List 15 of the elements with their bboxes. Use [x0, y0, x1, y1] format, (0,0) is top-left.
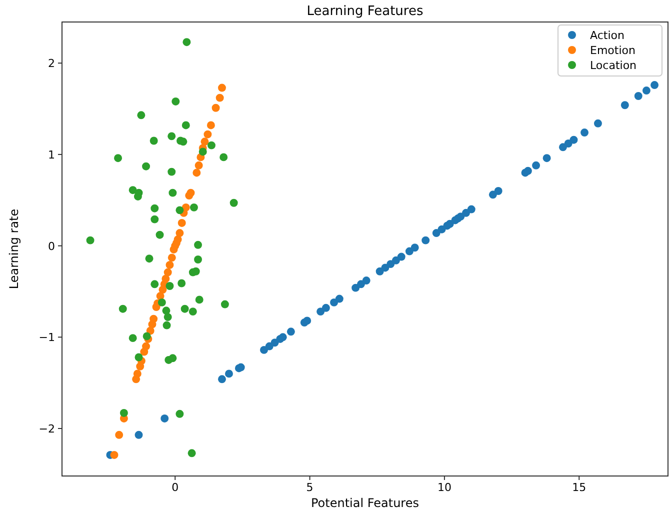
y-tick-label: −2	[38, 422, 55, 436]
y-tick-label: −1	[38, 331, 55, 344]
chart-title: Learning Features	[306, 4, 424, 19]
x-tick-label: 5	[306, 481, 314, 494]
y-axis-title: Learning rate	[7, 208, 21, 290]
x-axis-title: Potential Features	[311, 496, 419, 510]
legend-label: Location	[590, 59, 637, 72]
x-tick-label: 15	[572, 481, 586, 494]
y-tick-label: 1	[48, 148, 55, 162]
y-tick-label: 0	[48, 240, 55, 253]
x-tick-label: 0	[172, 481, 179, 494]
legend-label: Emotion	[590, 44, 636, 57]
legend-label: Action	[590, 29, 624, 42]
y-tick-label: 2	[48, 57, 55, 70]
x-tick-label: 10	[437, 481, 452, 494]
